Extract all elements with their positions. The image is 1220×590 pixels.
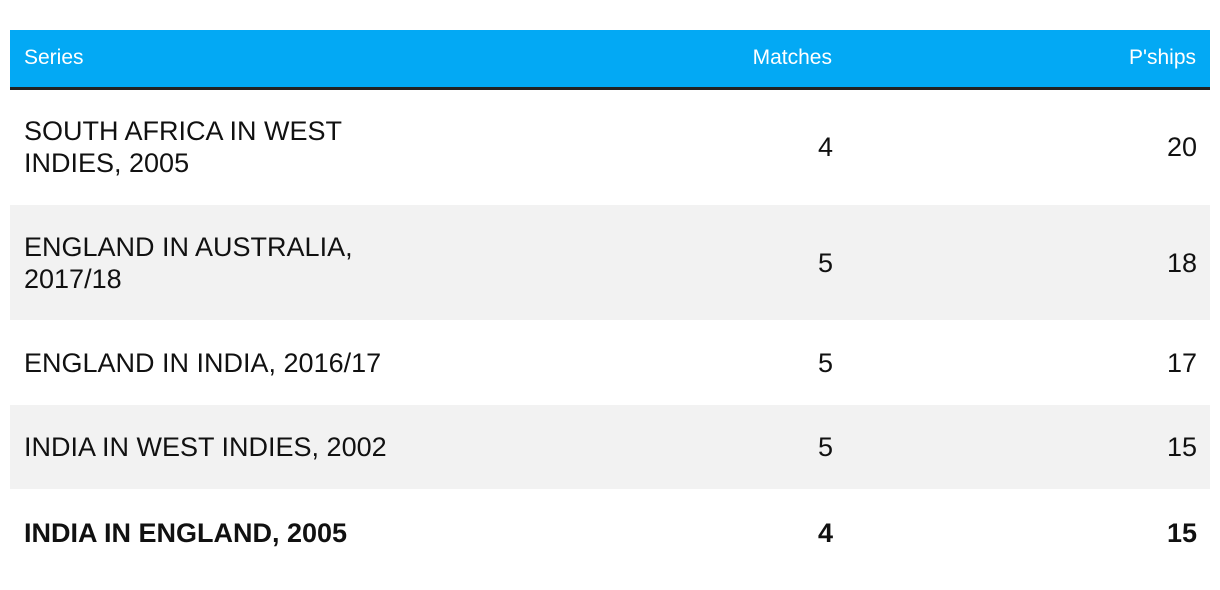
table-row: SOUTH AFRICA IN WEST INDIES, 2005 4 20 [10,88,1210,205]
table-header: Series Matches P'ships [10,30,1210,88]
number-cell: 4 [817,518,833,548]
number-cell: 15 [1166,518,1197,548]
column-header: P'ships [1128,46,1196,70]
series-cell: SOUTH AFRICA IN WEST INDIES, 2005 [10,88,510,205]
number-cell: 17 [1166,347,1197,378]
table-row: ENGLAND IN AUSTRALIA, 2017/18 5 18 [10,205,1210,320]
series-name: INDIA IN ENGLAND, 2005 [24,518,348,548]
column-header: Matches [752,46,832,70]
series-cell: INDIA IN ENGLAND, 2005 [10,489,510,577]
number-cell: 5 [817,432,833,462]
column-header: Series [24,46,84,70]
series-cell: ENGLAND IN AUSTRALIA, 2017/18 [10,205,510,320]
number-cell: 5 [817,347,833,378]
series-cell: INDIA IN WEST INDIES, 2002 [10,405,510,489]
table-body: SOUTH AFRICA IN WEST INDIES, 2005 4 20 ENGL… [10,88,1210,577]
table-row: INDIA IN ENGLAND, 2005 4 15 [10,489,1210,577]
series-cell: ENGLAND IN INDIA, 2016/17 [10,320,510,405]
number-cell: 5 [817,247,833,278]
number-cell: 18 [1166,247,1197,278]
series-name: INDIA IN WEST INDIES, 2002 [24,432,387,462]
series-name: ENGLAND IN AUSTRALIA, 2017/18 [24,231,353,294]
table-row: ENGLAND IN INDIA, 2016/17 5 17 [10,320,1210,405]
series-name: ENGLAND IN INDIA, 2016/17 [24,347,382,378]
stats-table: Series Matches P'ships SOUTH AFRICA IN WES… [10,30,1210,577]
number-cell: 20 [1166,132,1197,163]
number-cell: 15 [1166,432,1197,462]
table-row: INDIA IN WEST INDIES, 2002 5 15 [10,405,1210,489]
series-name: SOUTH AFRICA IN WEST INDIES, 2005 [24,116,342,179]
header-row: Series Matches P'ships [10,30,1210,88]
number-cell: 4 [817,132,833,163]
